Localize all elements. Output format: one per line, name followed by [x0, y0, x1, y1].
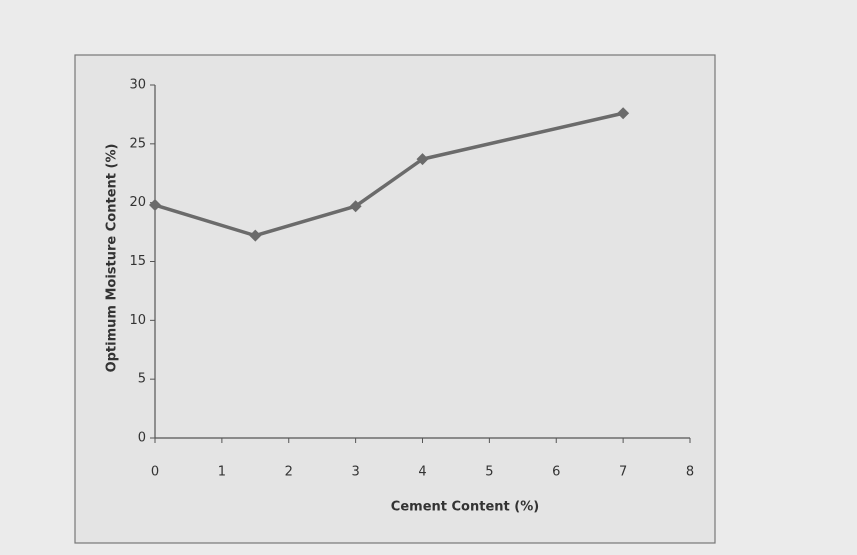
- x-tick-label: 0: [151, 465, 159, 480]
- marker: [416, 153, 429, 166]
- y-tick-label: 5: [138, 372, 146, 387]
- x-tick-label: 2: [285, 465, 293, 480]
- y-tick-label: 10: [129, 313, 146, 328]
- y-tick-label: 15: [129, 254, 146, 269]
- marker: [617, 107, 630, 120]
- marker: [249, 229, 262, 242]
- x-tick-label: 7: [619, 465, 627, 480]
- x-tick-label: 3: [351, 465, 359, 480]
- x-tick-label: 4: [418, 465, 426, 480]
- y-tick-label: 0: [138, 431, 146, 446]
- y-tick-label: 25: [129, 136, 146, 151]
- x-tick-label: 8: [686, 465, 694, 480]
- y-tick-label: 20: [129, 195, 146, 210]
- x-tick-label: 5: [485, 465, 493, 480]
- marker: [149, 199, 161, 212]
- chart-frame: [74, 54, 716, 544]
- marker: [349, 200, 362, 213]
- x-tick-label: 1: [218, 465, 226, 480]
- y-tick-label: 30: [129, 78, 146, 93]
- y-axis-title: Optimum Moisture Content (%): [105, 144, 120, 373]
- x-axis-title: Cement Content (%): [391, 500, 539, 515]
- x-tick-label: 6: [552, 465, 560, 480]
